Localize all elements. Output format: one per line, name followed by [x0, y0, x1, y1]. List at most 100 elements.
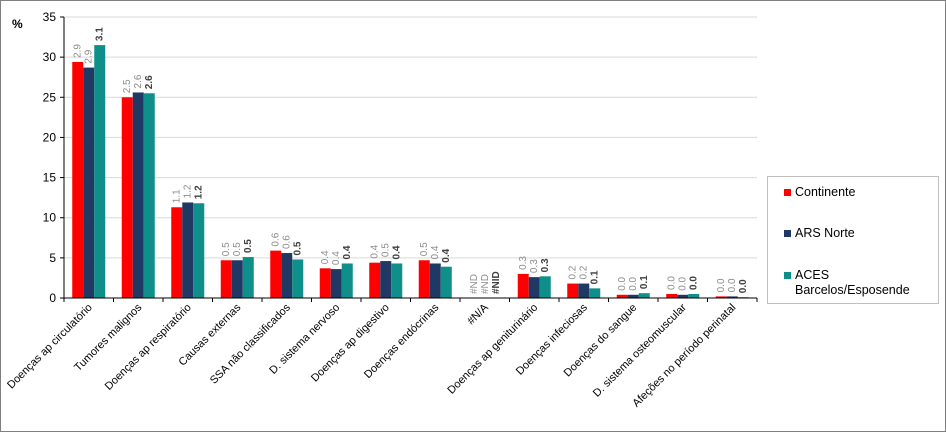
data-label: 1.2 — [183, 184, 194, 198]
legend-label-aces-line2: Barcelos/Esposende — [795, 283, 910, 297]
data-label: 0.5 — [419, 242, 430, 256]
bar-1 — [616, 294, 628, 298]
data-label: 0.6 — [271, 232, 282, 246]
bar-1 — [666, 293, 678, 298]
bar-1 — [270, 250, 282, 298]
data-label: 1.2 — [194, 185, 205, 199]
bar-3 — [440, 266, 452, 298]
category-label: #N/A — [465, 301, 491, 327]
bar-2 — [528, 277, 540, 298]
data-label: 0.0 — [738, 279, 749, 293]
bar-3 — [143, 93, 155, 299]
data-label: 0.0 — [716, 278, 727, 292]
bar-1 — [121, 97, 133, 299]
category-label: D. sistema osteomuscular — [591, 301, 689, 399]
bar-2 — [627, 294, 639, 298]
data-label: 0.5 — [381, 243, 392, 257]
legend-swatch-ars-norte — [784, 230, 791, 237]
category-label: SSA não classificados — [208, 301, 293, 386]
y-tick-label: 15 — [43, 171, 57, 185]
category-label: Doenças ap circulatório — [5, 302, 95, 392]
data-label: 0.0 — [667, 276, 678, 290]
data-label: 0.5 — [293, 241, 304, 255]
bar-1 — [715, 296, 727, 298]
data-label: 0.0 — [678, 276, 689, 290]
data-label: 0.0 — [617, 276, 628, 290]
data-label: 0.4 — [331, 251, 342, 265]
data-label: 0.6 — [282, 235, 293, 249]
y-tick-label: 35 — [43, 10, 57, 24]
y-tick-label: 20 — [43, 130, 57, 144]
data-label: 0.3 — [529, 259, 540, 273]
bar-2 — [132, 92, 144, 299]
bar-2 — [380, 261, 392, 298]
y-tick-label: 0 — [49, 291, 56, 305]
data-label: 0.4 — [430, 245, 441, 259]
category-label: Doenças ap respiratório — [103, 302, 194, 393]
data-label: 0.0 — [689, 276, 700, 290]
y-tick-label: 5 — [49, 251, 56, 265]
bar-2 — [231, 260, 243, 298]
bar-1 — [72, 61, 84, 299]
bar-3 — [539, 276, 551, 298]
data-label: 0.4 — [342, 245, 353, 259]
data-label: 3.1 — [95, 27, 106, 41]
data-label: #NID — [491, 271, 502, 294]
data-label: 0.4 — [370, 244, 381, 258]
bar-2 — [182, 202, 194, 298]
bar-1 — [171, 207, 183, 298]
y-axis-label: % — [12, 17, 23, 31]
bar-1 — [517, 273, 529, 298]
bar-1 — [220, 260, 232, 298]
data-label: 2.9 — [73, 44, 84, 58]
bar-3 — [589, 288, 601, 298]
legend: Continente ARS Norte ACES Barcelos/Espos… — [767, 176, 939, 304]
data-label: 0.1 — [590, 270, 601, 284]
y-tick-label: 30 — [43, 50, 57, 64]
bar-2 — [677, 294, 689, 298]
bar-2 — [578, 283, 590, 298]
data-label: 2.6 — [133, 74, 144, 88]
data-label: 0.4 — [320, 250, 331, 264]
data-label: 0.0 — [628, 276, 639, 290]
data-label: 0.3 — [518, 256, 529, 270]
bar-3 — [391, 263, 403, 298]
data-label: 2.9 — [84, 49, 95, 63]
data-label: 1.1 — [172, 189, 183, 203]
data-label: #ND — [469, 274, 480, 294]
bar-3 — [193, 203, 205, 298]
y-tick-label: 25 — [43, 90, 57, 104]
bar-3 — [94, 45, 106, 298]
data-label: 0.5 — [232, 242, 243, 256]
bar-3 — [638, 293, 650, 298]
bar-3 — [292, 259, 304, 298]
legend-swatch-continente — [784, 189, 791, 196]
bar-1 — [369, 262, 381, 298]
data-label: 0.5 — [221, 242, 232, 256]
category-label: Afeções no período perinatal — [630, 302, 738, 410]
bar-2 — [330, 269, 342, 298]
bar-2 — [83, 67, 95, 298]
data-label: #ND — [480, 274, 491, 294]
data-label: 0.4 — [392, 245, 403, 259]
data-label: 0.4 — [441, 248, 452, 262]
bar-1 — [319, 268, 331, 298]
bar-2 — [429, 263, 441, 298]
data-label: 0.2 — [579, 265, 590, 279]
legend-swatch-aces — [784, 272, 791, 279]
data-label: 2.6 — [144, 75, 155, 89]
data-label: 0.2 — [568, 265, 579, 279]
bar-3 — [688, 293, 700, 298]
data-label: 0.0 — [727, 278, 738, 292]
bar-2 — [281, 253, 293, 298]
bar-3 — [242, 257, 254, 298]
bar-2 — [726, 296, 738, 298]
legend-label-ars-norte: ARS Norte — [795, 226, 855, 240]
data-label: 0.3 — [540, 258, 551, 272]
y-tick-label: 10 — [43, 211, 57, 225]
legend-label-aces-line1: ACES — [795, 268, 830, 282]
bar-3 — [341, 263, 353, 298]
bar-1 — [567, 283, 579, 298]
data-label: 0.1 — [639, 275, 650, 289]
